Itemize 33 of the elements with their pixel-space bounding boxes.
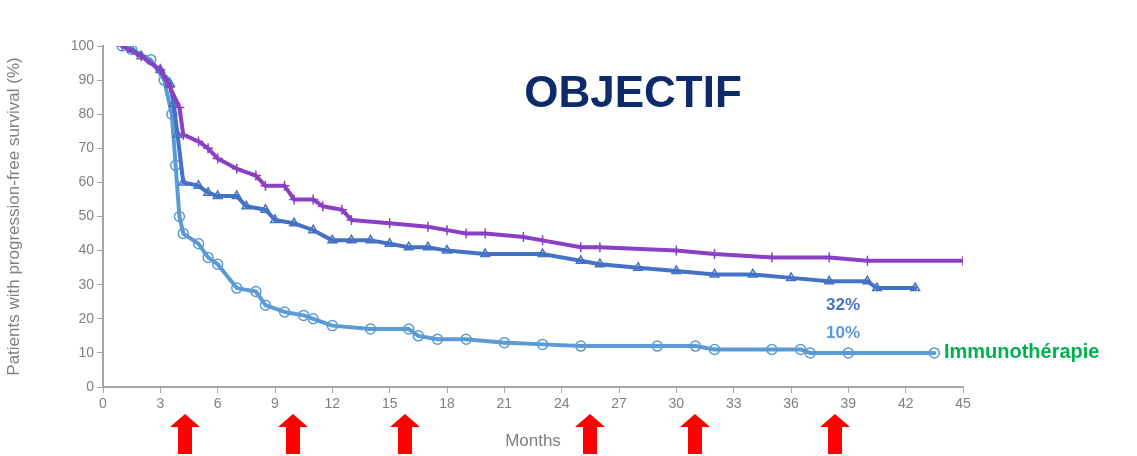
x-axis-title: Months xyxy=(505,431,561,451)
x-tick-label: 3 xyxy=(156,395,165,412)
y-tick-label: 20 xyxy=(78,309,95,326)
x-tick-label: 0 xyxy=(99,395,108,412)
y-tick-label: 100 xyxy=(70,36,95,53)
x-tick-label: 42 xyxy=(897,395,914,412)
y-tick-label: 60 xyxy=(78,173,95,190)
y-tick-label: 90 xyxy=(78,70,95,87)
x-tick-label: 45 xyxy=(955,395,971,412)
text: OBJECTIF xyxy=(524,67,742,117)
x-tick-label: 36 xyxy=(783,395,799,412)
x-tick-label: 24 xyxy=(553,395,570,412)
x-tick-label: 33 xyxy=(725,395,742,412)
annotation: 10% xyxy=(826,322,861,342)
x-tick-label: 12 xyxy=(324,395,341,412)
x-tick-label: 6 xyxy=(213,395,222,412)
x-tick-label: 39 xyxy=(840,395,857,412)
annotation: Immunothérapie xyxy=(943,340,1100,363)
y-tick-label: 0 xyxy=(86,377,95,394)
y-tick-label: 10 xyxy=(78,343,95,360)
x-tick-label: 27 xyxy=(611,395,627,412)
x-tick-label: 18 xyxy=(439,395,455,412)
x-tick-label: 15 xyxy=(381,395,398,412)
y-tick-label: 80 xyxy=(78,105,95,122)
x-tick-label: 9 xyxy=(271,395,280,412)
x-tick-label: 21 xyxy=(496,395,513,412)
y-tick-label: 40 xyxy=(78,241,95,258)
annotation: 32% xyxy=(826,294,861,314)
y-tick-label: 50 xyxy=(78,207,95,224)
y-tick-label: 30 xyxy=(78,275,95,292)
y-tick-label: 70 xyxy=(78,139,95,156)
x-tick-label: 30 xyxy=(668,395,685,412)
y-axis-title: Patients with progression-free survival (%) xyxy=(3,57,23,376)
